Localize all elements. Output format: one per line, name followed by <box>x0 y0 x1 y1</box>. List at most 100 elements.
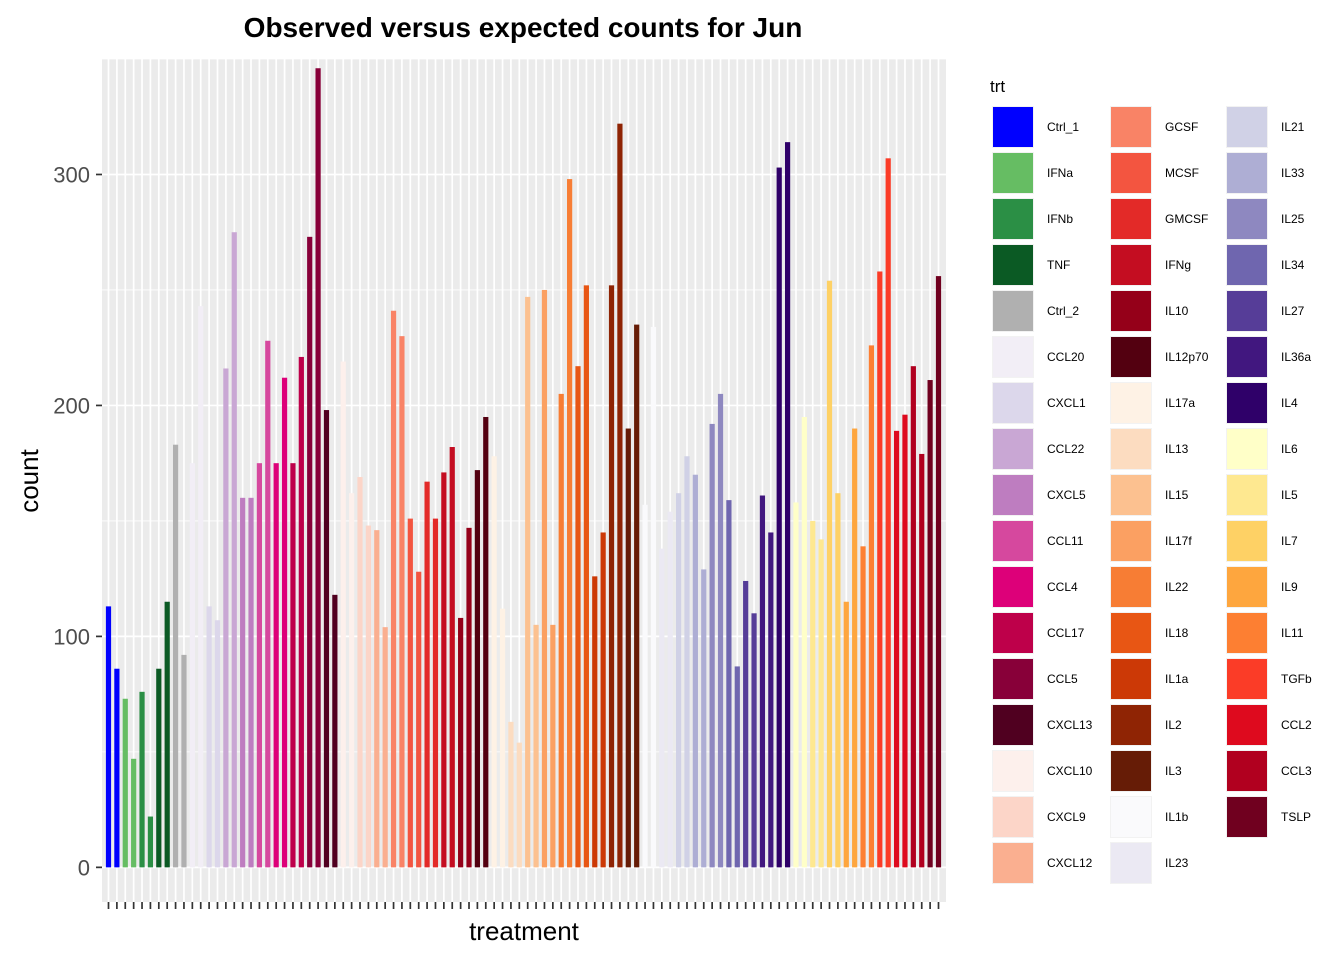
y-tick-label: 100 <box>53 624 90 649</box>
legend-swatch-il23 <box>1111 843 1151 883</box>
bar-il33 <box>701 569 707 868</box>
legend-title: trt <box>990 77 1005 96</box>
legend-swatch-tgfb <box>1227 659 1267 699</box>
legend-swatch-ccl3 <box>1227 751 1267 791</box>
bar-cxcl5 <box>248 497 254 868</box>
bar-ctrl-1 <box>114 668 120 868</box>
bar-cxcl13 <box>332 594 338 868</box>
bar-ccl5 <box>307 236 313 868</box>
bar-il11 <box>868 345 875 868</box>
bar-il12p70 <box>474 470 480 868</box>
bar-tnf <box>156 668 162 868</box>
legend-swatch-cxcl13 <box>993 705 1033 745</box>
bar-il33 <box>692 474 698 868</box>
legend-label-cxcl5: CXCL5 <box>1047 488 1086 502</box>
legend-swatch-il34 <box>1227 245 1267 285</box>
legend-swatch-mcsf <box>1111 153 1151 193</box>
legend-swatch-il27 <box>1227 291 1267 331</box>
bar-il1a <box>600 532 606 868</box>
bar-cxcl10 <box>340 361 346 868</box>
bar-il25 <box>717 393 724 868</box>
bar-cxcl1 <box>214 620 221 868</box>
bar-gcsf <box>399 336 405 868</box>
bar-il1b <box>642 504 648 868</box>
legend-swatch-il4 <box>1227 383 1267 423</box>
legend-label-il4: IL4 <box>1281 396 1298 410</box>
legend-label-ccl22: CCL22 <box>1047 442 1085 456</box>
bar-gcsf <box>390 310 397 868</box>
bar-ifna <box>122 698 128 868</box>
bar-il34 <box>726 500 732 868</box>
bar-il25 <box>709 423 715 868</box>
bar-tgfb <box>885 158 891 868</box>
legend-label-il11: IL11 <box>1281 626 1304 640</box>
y-tick-label: 200 <box>53 393 90 418</box>
bar-ctrl-2 <box>172 444 179 868</box>
bar-cxcl10 <box>349 493 355 868</box>
bar-ccl20 <box>189 463 195 868</box>
legend-swatch-il1b <box>1111 797 1151 837</box>
bar-il7 <box>835 493 841 868</box>
bar-il17f <box>541 289 548 868</box>
bar-ctrl-1 <box>105 606 112 868</box>
x-axis <box>107 902 940 909</box>
legend-swatch-ctrl-2 <box>993 291 1033 331</box>
bar-tslp <box>927 380 933 868</box>
bar-ccl17 <box>290 463 296 868</box>
bar-ccl5 <box>315 68 321 868</box>
bar-il17f <box>550 624 556 868</box>
legend-swatch-il33 <box>1227 153 1267 193</box>
bar-cxcl13 <box>323 410 330 868</box>
bar-il5 <box>818 539 824 868</box>
legend-label-cxcl1: CXCL1 <box>1047 396 1086 410</box>
legend-label-il21: IL21 <box>1281 120 1305 134</box>
legend-swatch-il10 <box>1111 291 1151 331</box>
bar-il10 <box>466 527 472 868</box>
legend-label-il13: IL13 <box>1165 442 1189 456</box>
bar-ccl4 <box>281 377 288 868</box>
legend-swatch-cxcl1 <box>993 383 1033 423</box>
legend-swatch-cxcl9 <box>993 797 1033 837</box>
legend-label-il17a: IL17a <box>1165 396 1195 410</box>
bar-il12p70 <box>483 416 489 868</box>
legend-label-il22: IL22 <box>1165 580 1189 594</box>
legend-swatch-il13 <box>1111 429 1151 469</box>
bar-cxcl1 <box>206 606 212 868</box>
legend-label-gmcsf: GMCSF <box>1165 212 1208 226</box>
legend-swatch-ccl22 <box>993 429 1033 469</box>
legend-label-cxcl13: CXCL13 <box>1047 718 1093 732</box>
bar-il7 <box>826 280 833 868</box>
bar-il3 <box>625 428 631 868</box>
bar-ctrl-2 <box>181 654 187 868</box>
legend-swatch-ccl2 <box>1227 705 1267 745</box>
legend-swatch-ifna <box>993 153 1033 193</box>
legend-label-il6: IL6 <box>1281 442 1298 456</box>
bar-ccl3 <box>919 453 925 868</box>
legend-swatch-ifnb <box>993 199 1033 239</box>
bar-ccl2 <box>902 414 908 868</box>
legend-swatch-il15 <box>1111 475 1151 515</box>
bar-ccl11 <box>265 340 271 868</box>
bar-il11 <box>860 546 866 868</box>
y-tick-label: 0 <box>78 855 90 880</box>
bar-il1a <box>592 576 598 868</box>
bar-ccl2 <box>893 430 900 868</box>
legend-swatch-ifng <box>1111 245 1151 285</box>
legend-label-ctrl-2: Ctrl_2 <box>1047 304 1079 318</box>
legend-swatch-cxcl10 <box>993 751 1033 791</box>
bar-ccl22 <box>231 232 237 868</box>
legend-swatch-tnf <box>993 245 1033 285</box>
bar-ccl22 <box>223 368 229 868</box>
legend-swatch-il17f <box>1111 521 1151 561</box>
bar-il21 <box>676 493 682 868</box>
legend-label-il5: IL5 <box>1281 488 1298 502</box>
legend-label-cxcl9: CXCL9 <box>1047 810 1086 824</box>
legend-label-ccl4: CCL4 <box>1047 580 1078 594</box>
bar-ccl11 <box>256 463 263 868</box>
legend-swatch-ccl11 <box>993 521 1033 561</box>
legend-label-ifng: IFNg <box>1165 258 1191 272</box>
legend-label-il34: IL34 <box>1281 258 1305 272</box>
y-axis-title: count <box>14 448 44 512</box>
legend-label-il25: IL25 <box>1281 212 1305 226</box>
legend-label-ccl2: CCL2 <box>1281 718 1312 732</box>
